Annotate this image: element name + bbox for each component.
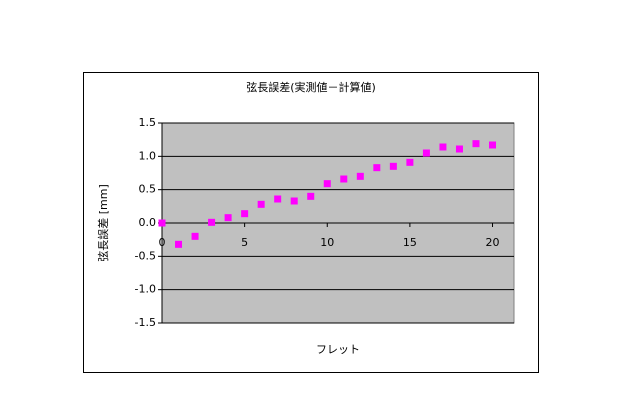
marker: [158, 219, 166, 227]
chart-title: 弦長誤差(実測値－計算値): [246, 80, 376, 94]
y-tick-label: 1.0: [139, 149, 157, 162]
marker: [406, 158, 414, 166]
y-tick-label: 0.0: [139, 216, 157, 229]
x-tick-label: 10: [320, 236, 334, 249]
marker: [422, 149, 430, 157]
x-axis-title: フレット: [316, 343, 360, 356]
marker: [472, 140, 480, 148]
marker: [274, 195, 282, 203]
y-tick-label: 0.5: [139, 183, 157, 196]
marker: [175, 240, 183, 248]
marker: [439, 143, 447, 151]
x-tick-label: 15: [403, 236, 417, 249]
y-tick-label: -1.5: [135, 316, 156, 329]
x-tick-label: 20: [486, 236, 500, 249]
marker: [323, 180, 331, 188]
y-tick-label: -1.0: [135, 283, 156, 296]
marker: [307, 192, 315, 200]
y-tick-label: -0.5: [135, 249, 156, 262]
marker: [224, 214, 232, 222]
marker: [389, 162, 397, 170]
y-axis-title: 弦長誤差 [mm]: [96, 184, 110, 262]
marker: [356, 172, 364, 180]
marker: [191, 232, 199, 240]
marker: [241, 210, 249, 218]
x-tick-label: 0: [159, 236, 166, 249]
marker: [340, 175, 348, 183]
marker: [373, 164, 381, 172]
x-tick-label: 5: [241, 236, 248, 249]
marker: [489, 141, 497, 149]
marker: [455, 145, 463, 153]
marker: [257, 200, 265, 208]
y-tick-label: 1.5: [139, 116, 157, 129]
marker: [208, 218, 216, 226]
marker: [290, 197, 298, 205]
